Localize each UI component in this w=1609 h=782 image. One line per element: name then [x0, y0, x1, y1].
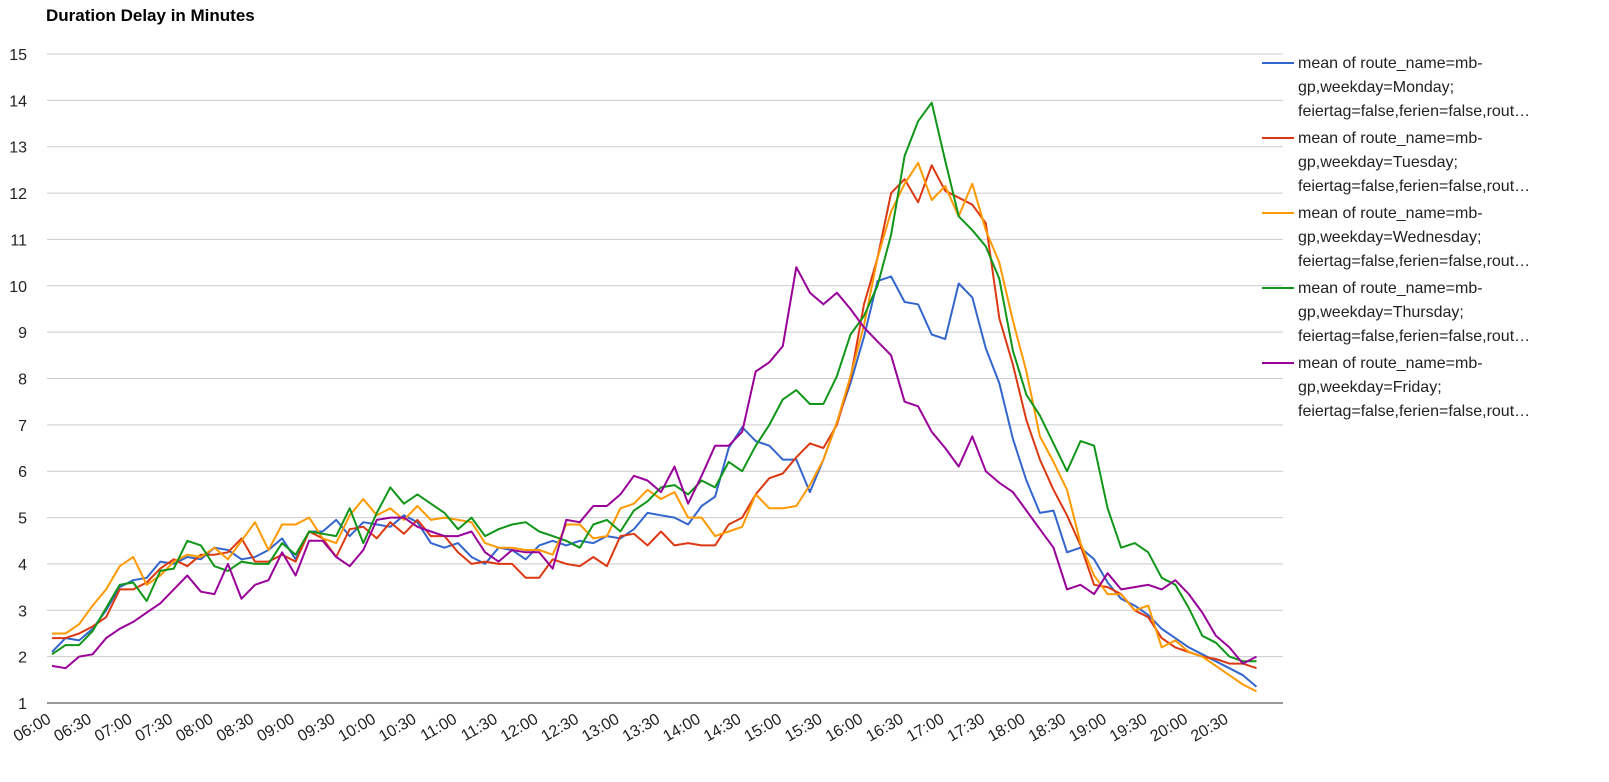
x-tick-label: 06:30: [51, 711, 94, 746]
legend-item[interactable]: mean of route_name=mb-gp,weekday=Thursda…: [1262, 277, 1598, 352]
x-tick-label: 09:30: [295, 711, 338, 746]
x-tick-label: 07:30: [133, 711, 176, 746]
legend-label: gp,weekday=Wednesday;: [1298, 229, 1482, 246]
y-tick-label: 13: [9, 140, 27, 157]
x-tick-label: 14:00: [660, 711, 703, 746]
legend: mean of route_name=mb-gp,weekday=Monday;…: [1262, 52, 1598, 427]
series-line: [52, 161, 1257, 693]
grid-lines: [47, 53, 1283, 704]
legend-swatch: [1262, 287, 1294, 289]
x-tick-label: 13:30: [620, 711, 663, 746]
legend-label: mean of route_name=mb-: [1298, 355, 1483, 372]
x-tick-label: 20:30: [1188, 711, 1231, 746]
x-tick-label: 18:30: [1026, 711, 1069, 746]
series-line: [52, 164, 1257, 670]
legend-item[interactable]: mean of route_name=mb-gp,weekday=Tuesday…: [1262, 127, 1598, 202]
legend-label: mean of route_name=mb-: [1298, 205, 1483, 222]
x-tick-label: 12:30: [539, 711, 582, 746]
legend-label: mean of route_name=mb-: [1298, 55, 1483, 72]
x-tick-label: 15:30: [782, 711, 825, 746]
y-tick-label: 15: [9, 47, 27, 64]
x-tick-label: 17:30: [945, 711, 988, 746]
x-tick-label: 19:30: [1107, 711, 1150, 746]
x-tick-label: 18:00: [985, 711, 1028, 746]
x-tick-label: 20:00: [1148, 711, 1191, 746]
x-tick-label: 13:00: [579, 711, 622, 746]
x-tick-label: 15:00: [742, 711, 785, 746]
legend-swatch: [1262, 362, 1294, 364]
x-tick-label: 11:00: [418, 711, 460, 745]
legend-label: feiertag=false,ferien=false,rout…: [1298, 403, 1531, 420]
x-axis-ticks: 06:0006:3007:0007:3008:0008:3009:0009:30…: [11, 711, 1232, 746]
y-tick-label: 5: [18, 511, 27, 528]
series-line: [51, 101, 1257, 663]
legend-label: gp,weekday=Tuesday;: [1298, 154, 1458, 171]
legend-label: feiertag=false,ferien=false,rout…: [1298, 178, 1531, 195]
x-tick-label: 14:30: [701, 711, 744, 746]
x-tick-label: 08:00: [173, 711, 216, 746]
x-tick-label: 12:00: [498, 711, 541, 746]
y-tick-label: 7: [18, 418, 27, 435]
legend-label: feiertag=false,ferien=false,rout…: [1298, 328, 1531, 345]
legend-item[interactable]: mean of route_name=mb-gp,weekday=Friday;…: [1262, 352, 1598, 427]
chart-title: Duration Delay in Minutes: [46, 6, 255, 25]
legend-label: gp,weekday=Friday;: [1298, 379, 1442, 396]
legend-item[interactable]: mean of route_name=mb-gp,weekday=Monday;…: [1262, 52, 1598, 127]
x-tick-label: 06:00: [11, 711, 54, 746]
legend-label: mean of route_name=mb-: [1298, 130, 1483, 147]
x-tick-label: 08:30: [214, 711, 257, 746]
x-tick-label: 10:30: [376, 711, 419, 746]
x-tick-label: 16:00: [823, 711, 866, 746]
y-tick-label: 4: [18, 557, 27, 574]
y-tick-label: 11: [10, 232, 27, 249]
legend-swatch: [1262, 62, 1294, 64]
x-tick-label: 09:00: [254, 711, 297, 746]
legend-label: mean of route_name=mb-: [1298, 280, 1483, 297]
y-tick-label: 10: [9, 279, 27, 296]
x-tick-label: 07:00: [92, 711, 135, 746]
y-tick-label: 3: [18, 603, 27, 620]
y-tick-label: 8: [18, 372, 27, 389]
legend-item[interactable]: mean of route_name=mb-gp,weekday=Wednesd…: [1262, 202, 1598, 277]
x-tick-label: 19:00: [1066, 711, 1109, 746]
legend-swatch: [1262, 212, 1294, 214]
y-tick-label: 9: [18, 325, 27, 342]
x-tick-label: 16:30: [863, 711, 906, 746]
y-tick-label: 6: [18, 464, 27, 481]
legend-swatch: [1262, 137, 1294, 139]
y-tick-label: 14: [9, 93, 27, 110]
x-tick-label: 11:30: [458, 711, 500, 745]
legend-label: gp,weekday=Monday;: [1298, 79, 1455, 96]
series-line: [51, 275, 1258, 688]
legend-label: gp,weekday=Thursday;: [1298, 304, 1464, 321]
series-line: [51, 266, 1257, 670]
x-tick-label: 17:00: [904, 711, 947, 746]
legend-label: feiertag=false,ferien=false,rout…: [1298, 253, 1531, 270]
y-tick-label: 2: [18, 650, 27, 667]
y-tick-label: 1: [18, 696, 27, 713]
x-tick-label: 10:00: [336, 711, 379, 746]
legend-label: feiertag=false,ferien=false,rout…: [1298, 103, 1531, 120]
y-tick-label: 12: [9, 186, 27, 203]
series-lines: [51, 101, 1258, 693]
